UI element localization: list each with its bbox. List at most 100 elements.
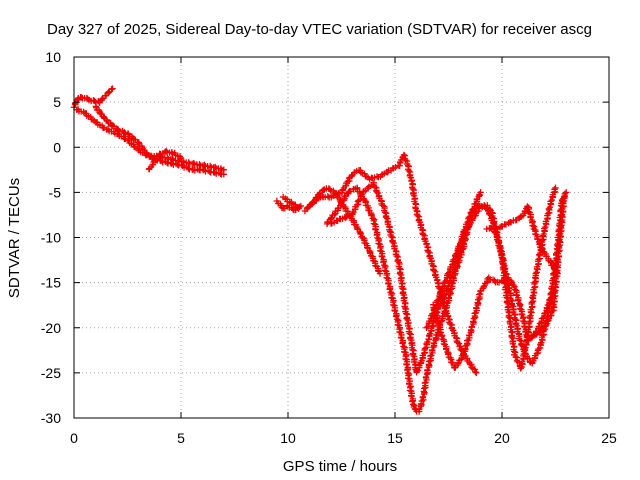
data-point: [463, 225, 471, 233]
data-point: [419, 393, 427, 401]
y-tick-label: -20: [41, 320, 61, 336]
series-track-12: [423, 184, 559, 372]
data-point: [529, 222, 536, 229]
data-point: [105, 89, 112, 96]
data-point: [185, 159, 192, 166]
data-point: [542, 322, 550, 329]
data-point: [493, 233, 501, 240]
data-point: [109, 85, 116, 92]
data-point: [190, 160, 197, 167]
data-point: [553, 268, 560, 276]
data-point: [404, 366, 411, 374]
data-point: [445, 294, 452, 301]
series-track-13: [483, 203, 561, 277]
data-point: [185, 165, 192, 172]
data-point: [514, 297, 522, 304]
data-point: [477, 189, 484, 196]
data-point: [319, 193, 326, 200]
data-point: [549, 307, 556, 315]
data-point: [532, 270, 539, 277]
chart-title: Day 327 of 2025, Sidereal Day-to-day VTE…: [47, 21, 592, 38]
data-point: [516, 337, 524, 344]
data-point: [469, 318, 477, 325]
data-point: [324, 193, 331, 200]
data-point: [497, 247, 504, 254]
x-tick-label: 15: [387, 430, 403, 446]
data-point: [547, 198, 554, 205]
data-point: [552, 284, 560, 291]
data-point: [563, 189, 570, 196]
data-point: [342, 214, 349, 221]
x-tick-label: 25: [601, 430, 617, 446]
data-point: [535, 256, 542, 263]
data-point: [108, 86, 115, 93]
data-point: [505, 313, 513, 321]
data-point: [452, 251, 459, 259]
data-point: [376, 270, 384, 277]
data-point: [441, 278, 448, 286]
data-point: [536, 251, 543, 258]
data-point: [382, 214, 390, 221]
data-point: [430, 267, 438, 274]
data-point: [428, 346, 436, 354]
data-point: [121, 129, 128, 136]
data-point: [381, 209, 389, 216]
data-point: [177, 154, 185, 162]
y-tick-label: -30: [41, 410, 61, 426]
data-point: [371, 183, 379, 191]
data-point: [444, 270, 452, 277]
data-point: [499, 259, 506, 267]
data-point: [489, 214, 496, 221]
data-point: [344, 178, 351, 185]
data-point: [422, 373, 430, 381]
data-point: [539, 326, 546, 333]
data-point: [426, 358, 433, 365]
y-axis-label: SDTVAR / TECUs: [6, 178, 23, 298]
data-point: [421, 379, 429, 387]
data-point: [552, 184, 559, 192]
data-point: [168, 149, 175, 156]
data-point: [468, 364, 475, 371]
data-point: [386, 286, 393, 293]
data-point: [331, 211, 338, 218]
axis-ticks: [73, 56, 610, 419]
x-axis-label: GPS time / hours: [283, 458, 397, 475]
data-point: [559, 198, 567, 206]
y-tick-label: 10: [45, 49, 61, 65]
data-point: [436, 328, 444, 336]
data-point: [403, 315, 410, 322]
data-point: [543, 304, 551, 312]
data-point: [423, 324, 430, 331]
tick-labels: 0 5 10 15 20 25 10 5 0 -5 -10 -15 -20 -25 -30: [41, 49, 617, 446]
data-point: [425, 248, 432, 256]
data-point: [393, 252, 400, 260]
x-tick-label: 10: [280, 430, 296, 446]
data-point: [389, 238, 396, 245]
y-tick-label: -10: [41, 230, 61, 246]
data-point: [518, 310, 525, 318]
data-point: [521, 345, 528, 353]
data-point: [217, 165, 225, 172]
data-point: [435, 284, 443, 292]
data-point: [396, 270, 404, 277]
data-point: [348, 173, 355, 180]
data-point: [405, 167, 413, 175]
data-point: [543, 320, 551, 327]
data-point: [557, 223, 564, 230]
data-point: [472, 368, 479, 376]
data-point: [455, 243, 462, 250]
data-point: [434, 297, 441, 304]
data-point: [473, 369, 480, 377]
data-point: [508, 301, 516, 309]
data-point: [399, 340, 406, 347]
data-point: [557, 239, 564, 246]
y-tick-label: -25: [41, 365, 61, 381]
data-point: [409, 351, 417, 358]
data-point: [427, 352, 434, 360]
y-tick-label: 0: [53, 139, 61, 155]
data-point: [98, 95, 106, 103]
data-point: [544, 210, 552, 217]
data-marks: [70, 85, 570, 415]
data-point: [421, 345, 429, 352]
